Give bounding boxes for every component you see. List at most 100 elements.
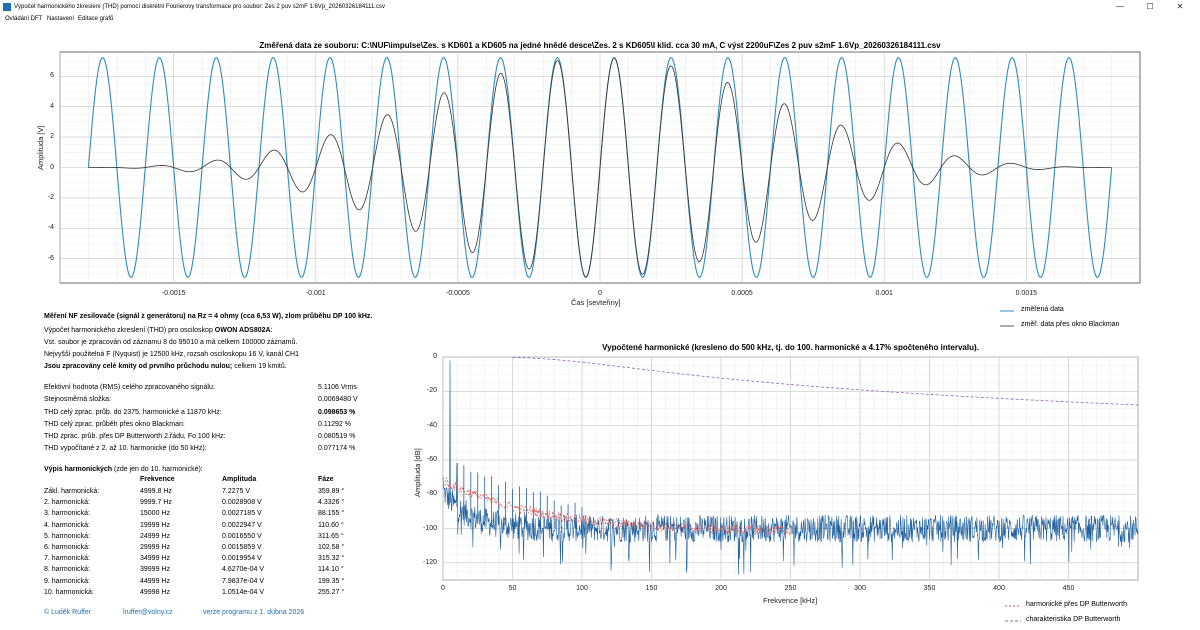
top-chart-title: Změřená data ze souboru: C:\NUF\impulse\… bbox=[259, 41, 941, 50]
harm-row-name: 4. harmonická: bbox=[44, 521, 90, 529]
stat-value: 0.0069480 V bbox=[318, 396, 358, 403]
top-y-tick-label: 2 bbox=[50, 133, 54, 141]
series-butterworth-harmonics bbox=[444, 477, 791, 536]
bottom-x-tick-label: 300 bbox=[854, 585, 866, 592]
menu-item-dft[interactable]: Ovládání DFT bbox=[5, 16, 43, 22]
bottom-x-tick-label: 200 bbox=[715, 585, 727, 592]
harm-row-phase: 88.155 ° bbox=[318, 510, 345, 518]
harm-row-freq: 39999 Hz bbox=[140, 566, 170, 574]
harm-row-amp: 0.0016550 V bbox=[222, 532, 262, 540]
harm-table-title: Výpis harmonických (zde jen do 10. harmo… bbox=[44, 466, 203, 473]
harm-header-amp: Amplituda bbox=[222, 476, 257, 483]
harm-row-amp: 0.0027185 V bbox=[222, 510, 262, 518]
harm-row-amp: 7.2275 V bbox=[222, 488, 251, 495]
top-x-tick-label: 0.0015 bbox=[1015, 290, 1038, 297]
stat-value: 0.077174 % bbox=[318, 445, 356, 452]
bottom-y-tick-label: 0 bbox=[433, 353, 437, 360]
scope-line: Výpočet harmonického zkreslení (THD) pro… bbox=[44, 327, 273, 334]
harm-row-phase: 315.32 ° bbox=[318, 555, 345, 563]
harm-row-freq: 44999 Hz bbox=[140, 577, 170, 585]
harm-row-amp: 1.0514e-04 V bbox=[222, 588, 265, 596]
harm-row-name: 5. harmonická: bbox=[44, 532, 90, 540]
top-x-tick-label: 0.001 bbox=[875, 290, 893, 297]
bottom-x-tick-label: 150 bbox=[645, 585, 658, 592]
harm-row-phase: 311.65 ° bbox=[318, 532, 344, 540]
series-blackman-line bbox=[88, 57, 1112, 278]
top-x-tick-label: 0.0005 bbox=[731, 290, 753, 297]
top-x-tick-label: -0.0015 bbox=[161, 290, 186, 297]
top-y-tick-label: -6 bbox=[47, 254, 54, 262]
legend-butterworth-response-label: charakteristika DP Butterworth bbox=[1026, 616, 1121, 623]
harm-row-phase: 4.3326 ° bbox=[318, 499, 345, 507]
stat-value: 0.080519 % bbox=[318, 433, 356, 440]
bottom-chart-title: Vypočtené harmonické (kresleno do 500 kH… bbox=[602, 343, 979, 352]
bottom-x-tick-label: 350 bbox=[923, 585, 936, 592]
harm-row-name: Zákl. harmonická: bbox=[44, 488, 100, 495]
top-x-axis-label: Čas [sevteřiny] bbox=[571, 298, 621, 307]
harm-row-freq: 29999 Hz bbox=[140, 544, 170, 551]
harm-row-phase: 114.10 ° bbox=[318, 566, 344, 574]
menu-item-graph-edit[interactable]: Editace grafů bbox=[78, 16, 114, 22]
bottom-x-tick-label: 400 bbox=[993, 585, 1005, 592]
harm-row-phase: 359.89 ° bbox=[318, 488, 345, 495]
stat-label: THD zprac. průb. přes DP Butterworth 2.ř… bbox=[44, 433, 226, 440]
bottom-y-tick-label: -80 bbox=[426, 490, 437, 498]
app-icon bbox=[3, 3, 11, 11]
top-y-tick-label: 6 bbox=[50, 72, 54, 80]
bottom-y-tick-label: -20 bbox=[426, 387, 437, 395]
harm-row-freq: 24999 Hz bbox=[140, 532, 170, 540]
harm-row-name: 7. harmonická: bbox=[44, 555, 90, 563]
bottom-x-tick-label: 450 bbox=[1062, 585, 1075, 592]
harm-row-phase: 102.58 ° bbox=[318, 544, 345, 551]
nyquist-line: Nejvyšší použitelná F (Nyquist) je 12500… bbox=[44, 351, 299, 358]
bottom-y-tick-label: -100 bbox=[422, 524, 437, 532]
harm-row-freq: 4999.8 Hz bbox=[140, 488, 172, 495]
minimize-button[interactable]: — bbox=[1116, 2, 1124, 11]
stat-value: 0.11292 % bbox=[318, 421, 351, 428]
bottom-x-tick-label: 50 bbox=[508, 585, 517, 592]
harm-header-freq: Frekvence bbox=[140, 476, 175, 483]
top-x-tick-label: 0 bbox=[598, 290, 602, 297]
harm-row-freq: 15000 Hz bbox=[140, 510, 170, 518]
measurement-heading: Měření NF zesilovače (signál z generátor… bbox=[44, 313, 373, 320]
close-button[interactable]: ✕ bbox=[1176, 2, 1184, 11]
legend-blackman-data: změř. data přes okno Blackman bbox=[1000, 321, 1119, 328]
bottom-x-tick-label: 0 bbox=[441, 585, 445, 592]
harm-row-freq: 49998 Hz bbox=[140, 588, 170, 596]
harm-row-amp: 7.9837e-04 V bbox=[222, 577, 265, 585]
stat-label: THD celý zprac. průb. do 2375. harmonick… bbox=[44, 409, 222, 416]
stat-label: Stejnosměrná složka: bbox=[44, 396, 111, 403]
legend-measured-label: změřená data bbox=[1021, 306, 1064, 313]
window-title: Výpočet harmonického zkreslení (THD) pom… bbox=[14, 4, 385, 10]
harm-row-phase: 199.35 ° bbox=[318, 577, 345, 585]
top-y-tick-label: 4 bbox=[50, 102, 54, 110]
top-y-tick-label: -4 bbox=[47, 224, 54, 232]
stat-label: THD vypočítané z 2. až 10. harmonické (d… bbox=[44, 445, 207, 452]
harm-row-freq: 19999 Hz bbox=[140, 521, 170, 529]
harm-row-phase: 110.60 ° bbox=[318, 521, 344, 529]
legend-butterworth-harmonics: harmonické přes DP Butterworth bbox=[1005, 601, 1127, 608]
stat-label: Efektivní hodnota (RMS) celého zpracovan… bbox=[44, 384, 215, 391]
stat-value: 0.098653 % bbox=[318, 409, 356, 416]
menu-item-settings[interactable]: Nastavení bbox=[47, 16, 75, 22]
bottom-x-tick-label: 100 bbox=[576, 585, 588, 592]
harm-row-amp: 0.0022947 V bbox=[222, 521, 262, 529]
harm-row-name: 10. harmonická: bbox=[44, 588, 94, 596]
stat-value: 5.1106 Vrms bbox=[318, 384, 357, 391]
harm-row-phase: 255.27 ° bbox=[318, 588, 345, 596]
footer-author: © Luděk Ruffer bbox=[44, 609, 92, 616]
harm-row-name: 3. harmonická: bbox=[44, 510, 90, 518]
bottom-x-tick-label: 250 bbox=[784, 585, 797, 592]
harm-row-amp: 0.0015859 V bbox=[222, 544, 262, 551]
bottom-x-axis-label: Frekvence [kHz] bbox=[763, 596, 818, 605]
top-y-tick-label: -2 bbox=[47, 193, 54, 201]
top-x-tick-label: -0.0005 bbox=[446, 290, 470, 297]
harm-row-freq: 9999.7 Hz bbox=[140, 499, 172, 507]
footer-email[interactable]: lruffer@volny.cz bbox=[123, 609, 173, 616]
maximize-button[interactable]: ☐ bbox=[1146, 2, 1154, 11]
footer-version: verze programu z 1. dubna 2026 bbox=[203, 609, 305, 616]
harm-row-name: 8. harmonická: bbox=[44, 566, 90, 574]
menu-bar: Ovládání DFT Nastavení Editace grafů bbox=[0, 14, 1200, 25]
